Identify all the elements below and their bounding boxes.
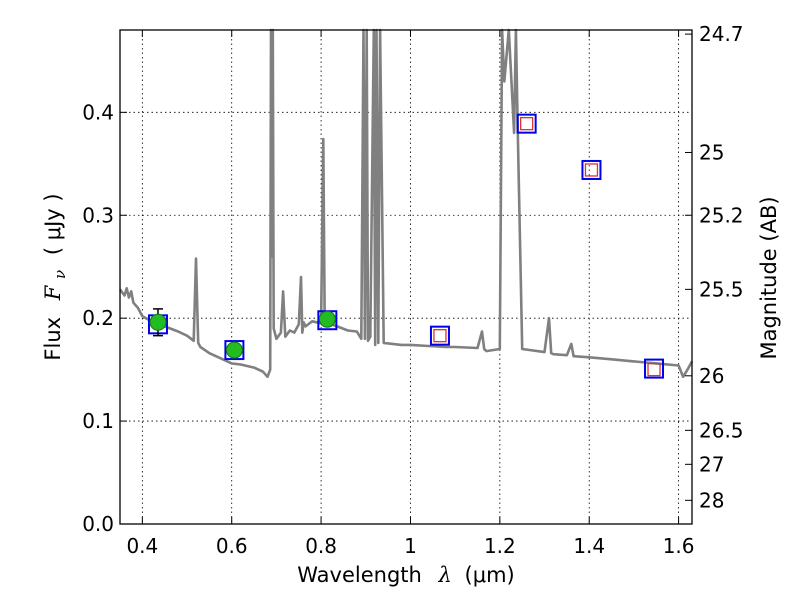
x-tick-label: 0.6 [216,534,248,558]
y2-tick-label: 28 [699,488,724,512]
axes-frame [119,29,693,525]
y-axis-label-subscript: ν [51,270,69,279]
y2-tick-label: 25 [699,140,724,164]
photometry-markers [147,113,665,379]
y2-tick-label: 27 [699,452,724,476]
model-photometry-box [644,358,665,379]
x-axis-label-symbol: λ [438,563,452,587]
y2-tick-label: 24.7 [699,22,744,46]
upper-limit-marker [584,163,599,177]
x-axis-label: Wavelength λ (μm) [297,563,514,587]
y-tick-label: 0.4 [82,100,114,124]
x-tick-label: 1 [404,534,417,558]
x-tick-label: 1.2 [484,534,516,558]
grid [120,30,692,524]
model-photometry-box [581,159,602,180]
upper-limit-marker [647,362,661,377]
x-tick-label: 1.6 [663,534,695,558]
x-axis-label-unit: (μm) [465,563,515,587]
y2-tick-label: 26 [699,364,724,388]
y-axis-label-unit: ( μJy ) [41,193,65,255]
upper-limit-marker [520,117,534,131]
y2-axis-label: Magnitude (AB) [757,196,781,359]
detected-point [149,313,167,331]
ticks: 0.4 0.6 0.8 1 1.2 1.4 1.6 0.0 0.1 0.2 0.3 0.4 24.7 25… [82,22,743,558]
y2-tick-label: 25.5 [699,277,744,301]
y-tick-label: 0.3 [82,203,114,227]
model-sed-line [118,28,694,379]
detected-point [225,341,243,359]
model-photometry-box [516,113,537,134]
x-tick-label: 1.4 [573,534,605,558]
model-photometry-box [429,325,450,346]
upper-limit-marker [433,329,447,343]
x-axis-label-text: Wavelength [297,563,422,587]
y-axis-label: Flux F ν ( μJy ) [41,193,70,360]
y-tick-label: 0.2 [82,306,114,330]
detected-point [318,310,336,328]
y2-tick-label: 26.5 [699,418,744,442]
y-tick-label: 0.0 [82,512,114,536]
model-photometry-box [224,340,245,361]
plot-area [118,28,694,379]
y-tick-label: 0.1 [82,409,114,433]
y2-tick-label: 25.2 [699,203,744,227]
y-axis-label-text: Flux [41,317,65,361]
y-axis-label-symbol: F [41,284,65,301]
x-tick-label: 0.8 [305,534,337,558]
x-tick-label: 0.4 [126,534,158,558]
